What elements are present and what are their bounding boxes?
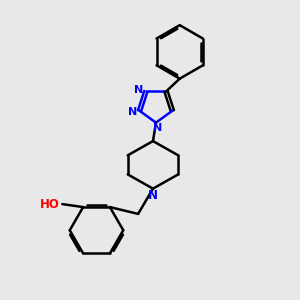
Text: N: N	[153, 123, 162, 133]
Text: N: N	[148, 189, 158, 202]
Text: N: N	[134, 85, 143, 95]
Text: HO: HO	[40, 198, 59, 211]
Text: N: N	[128, 107, 138, 117]
